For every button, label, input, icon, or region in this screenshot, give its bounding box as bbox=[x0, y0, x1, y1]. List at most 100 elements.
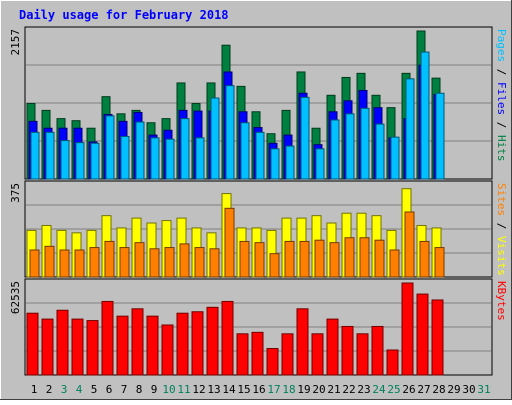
panel-middle: 375 Sites / Visits bbox=[9, 180, 508, 278]
bar-sites bbox=[104, 240, 115, 278]
bar-pages bbox=[195, 137, 205, 180]
x-tick-label: 17 bbox=[267, 383, 280, 396]
bar-pages bbox=[135, 121, 145, 180]
x-tick-label: 29 bbox=[447, 383, 460, 396]
bar-kbytes bbox=[71, 318, 84, 376]
bar-sites bbox=[224, 207, 235, 278]
bar-pages bbox=[90, 142, 100, 180]
bar-pages bbox=[420, 51, 430, 180]
bar-kbytes bbox=[296, 308, 309, 376]
bar-sites bbox=[374, 239, 385, 278]
bar-pages bbox=[60, 140, 70, 180]
bar-pages bbox=[75, 142, 85, 180]
x-tick-label: 2 bbox=[46, 383, 53, 396]
bar-kbytes bbox=[356, 333, 369, 376]
bar-kbytes bbox=[416, 293, 429, 376]
x-tick-label: 7 bbox=[121, 383, 128, 396]
bar-kbytes bbox=[146, 315, 159, 376]
bar-kbytes bbox=[101, 300, 114, 376]
bar-sites bbox=[419, 240, 430, 278]
x-tick-label: 22 bbox=[342, 383, 355, 396]
x-tick-label: 11 bbox=[177, 383, 190, 396]
bar-pages bbox=[45, 131, 55, 180]
bar-pages bbox=[270, 148, 280, 180]
bar-pages bbox=[180, 118, 190, 180]
series-label-part: / bbox=[495, 216, 508, 236]
bar-kbytes bbox=[401, 282, 414, 376]
bar-sites bbox=[359, 237, 370, 278]
bar-sites bbox=[149, 248, 160, 278]
bar-kbytes bbox=[131, 308, 144, 376]
bar-sites bbox=[194, 247, 205, 278]
x-tick-label: 15 bbox=[237, 383, 250, 396]
bar-pages bbox=[165, 138, 175, 180]
x-tick-label: 4 bbox=[76, 383, 83, 396]
bar-pages bbox=[210, 97, 220, 180]
x-tick-label: 19 bbox=[297, 383, 310, 396]
x-tick-label: 18 bbox=[282, 383, 295, 396]
middle_panel-max-label: 375 bbox=[9, 183, 22, 203]
upper_panel-max-label: 2157 bbox=[9, 29, 22, 56]
bar-sites bbox=[179, 243, 190, 278]
series-label-part: Hits bbox=[495, 135, 508, 162]
bar-pages bbox=[30, 131, 40, 180]
bar-pages bbox=[375, 123, 385, 180]
bar-pages bbox=[255, 131, 265, 180]
x-tick-label: 6 bbox=[106, 383, 113, 396]
bar-sites bbox=[74, 249, 85, 278]
x-tick-label: 9 bbox=[151, 383, 158, 396]
panel-lower: 62535 KBytes bbox=[9, 278, 508, 376]
bar-sites bbox=[29, 249, 40, 278]
bar-sites bbox=[254, 242, 265, 278]
bar-sites bbox=[59, 249, 70, 278]
bar-kbytes bbox=[266, 348, 279, 376]
bar-sites bbox=[329, 242, 340, 278]
bar-pages bbox=[405, 78, 415, 180]
x-axis-labels: 1 2 3 4 5 6 7 8 9 10 11 12 13 14 15 16 17 18 19 20 21 22 23 24 2… bbox=[31, 383, 491, 396]
bar-kbytes bbox=[236, 333, 249, 376]
bar-kbytes bbox=[221, 300, 234, 376]
x-tick-label: 13 bbox=[207, 383, 220, 396]
chart-title: Daily usage for February 2018 bbox=[19, 8, 229, 22]
x-tick-label: 21 bbox=[327, 383, 340, 396]
x-tick-label: 20 bbox=[312, 383, 325, 396]
bar-sites bbox=[389, 249, 400, 278]
bar-sites bbox=[284, 240, 295, 278]
series-label-part: Pages bbox=[495, 29, 508, 62]
bar-sites bbox=[89, 247, 100, 278]
bar-kbytes bbox=[176, 312, 189, 376]
series-label-part: / bbox=[495, 115, 508, 135]
x-tick-label: 3 bbox=[61, 383, 68, 396]
bar-kbytes bbox=[206, 306, 219, 376]
bar-kbytes bbox=[341, 325, 354, 376]
series-label-part: Sites bbox=[495, 183, 508, 216]
x-tick-label: 10 bbox=[162, 383, 175, 396]
series-label-part: Visits bbox=[495, 236, 508, 276]
bar-sites bbox=[164, 247, 175, 278]
x-tick-label: 16 bbox=[252, 383, 265, 396]
bar-sites bbox=[434, 247, 445, 278]
x-tick-label: 14 bbox=[222, 383, 236, 396]
bar-sites bbox=[344, 237, 355, 278]
bar-sites bbox=[209, 248, 220, 278]
bar-pages bbox=[315, 148, 325, 180]
series-label-part: KBytes bbox=[495, 281, 508, 321]
bar-kbytes bbox=[86, 320, 99, 376]
x-tick-label: 23 bbox=[357, 383, 370, 396]
x-tick-label: 26 bbox=[402, 383, 415, 396]
bar-kbytes bbox=[281, 333, 294, 376]
x-tick-label: 31 bbox=[477, 383, 490, 396]
x-tick-label: 27 bbox=[417, 383, 430, 396]
bar-sites bbox=[314, 239, 325, 278]
bar-kbytes bbox=[116, 315, 129, 376]
bar-kbytes bbox=[41, 318, 54, 376]
x-tick-label: 25 bbox=[387, 383, 400, 396]
bar-sites bbox=[239, 240, 250, 278]
lower_panel-series-label: KBytes bbox=[495, 281, 508, 321]
x-tick-label: 1 bbox=[31, 383, 38, 396]
bar-pages bbox=[330, 119, 340, 180]
x-tick-label: 30 bbox=[462, 383, 475, 396]
series-label-part: Files bbox=[495, 82, 508, 115]
bar-kbytes bbox=[251, 331, 264, 376]
